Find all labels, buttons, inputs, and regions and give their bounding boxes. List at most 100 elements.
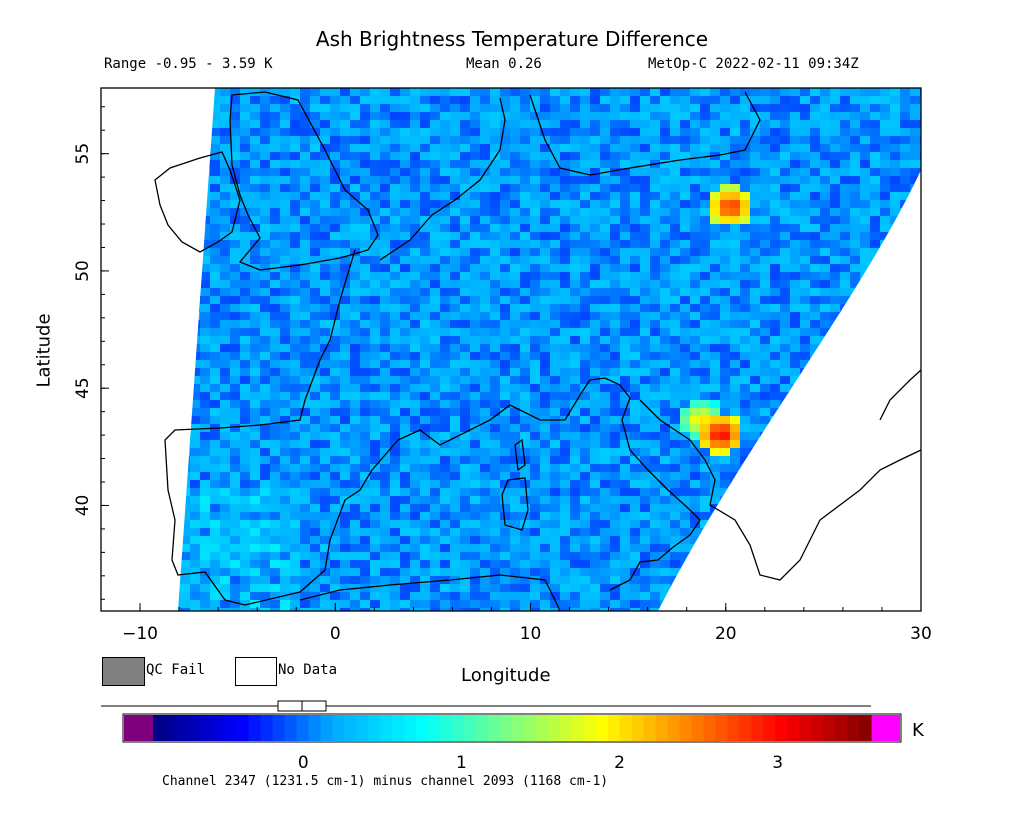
swath-pixel	[500, 352, 511, 361]
swath-pixel	[370, 112, 381, 121]
swath-pixel	[200, 112, 211, 121]
swath-pixel	[580, 528, 591, 537]
swath-pixel	[680, 264, 691, 273]
swath-pixel	[270, 296, 281, 305]
swath-pixel	[400, 320, 411, 329]
swath-pixel	[650, 384, 661, 393]
swath-pixel	[400, 520, 411, 529]
swath-pixel	[910, 560, 921, 569]
swath-pixel	[200, 264, 211, 273]
swath-pixel	[290, 400, 301, 409]
swath-pixel	[670, 352, 681, 361]
swath-pixel	[830, 472, 841, 481]
swath-pixel	[300, 272, 311, 281]
swath-pixel	[600, 280, 611, 289]
swath-pixel	[700, 352, 711, 361]
swath-pixel	[900, 480, 911, 489]
swath-pixel	[610, 296, 621, 305]
swath-pixel	[460, 608, 471, 611]
swath-pixel	[710, 208, 721, 217]
swath-pixel	[330, 504, 341, 513]
swath-pixel	[820, 136, 831, 145]
swath-pixel	[870, 296, 881, 305]
swath-pixel	[740, 464, 751, 473]
swath-pixel	[460, 328, 471, 337]
swath-pixel	[230, 120, 241, 129]
swath-pixel	[490, 272, 501, 281]
swath-pixel	[570, 520, 581, 529]
swath-pixel	[770, 136, 781, 145]
swath-pixel	[270, 144, 281, 153]
swath-pixel	[830, 496, 841, 505]
swath-pixel	[230, 160, 241, 169]
swath-pixel	[520, 584, 531, 593]
swath-pixel	[530, 128, 541, 137]
swath-pixel	[310, 512, 321, 521]
swath-pixel	[390, 352, 401, 361]
swath-pixel	[280, 480, 291, 489]
swath-pixel	[200, 600, 211, 609]
swath-pixel	[230, 128, 241, 137]
swath-pixel	[730, 584, 741, 593]
swath-pixel	[660, 472, 671, 481]
swath-pixel	[490, 240, 501, 249]
swath-pixel	[240, 152, 251, 161]
swath-pixel	[390, 432, 401, 441]
swath-pixel	[780, 416, 791, 425]
swath-pixel	[550, 592, 561, 601]
swath-pixel	[510, 384, 521, 393]
swath-pixel	[250, 568, 261, 577]
swath-pixel	[750, 248, 761, 257]
swath-pixel	[220, 360, 231, 369]
swath-pixel	[420, 112, 431, 121]
swath-pixel	[730, 264, 741, 273]
swath-pixel	[880, 128, 891, 137]
swath-pixel	[600, 352, 611, 361]
swath-pixel	[240, 408, 251, 417]
swath-pixel	[600, 240, 611, 249]
swath-pixel	[800, 360, 811, 369]
swath-pixel	[300, 384, 311, 393]
swath-pixel	[430, 520, 441, 529]
swath-pixel	[810, 496, 821, 505]
swath-pixel	[470, 224, 481, 233]
swath-pixel	[510, 136, 521, 145]
swath-pixel	[640, 448, 651, 457]
swath-pixel	[350, 280, 361, 289]
swath-pixel	[330, 248, 341, 257]
swath-pixel	[280, 440, 291, 449]
swath-pixel	[730, 160, 741, 169]
swath-pixel	[730, 512, 741, 521]
swath-pixel	[580, 448, 591, 457]
swath-pixel	[190, 96, 201, 105]
swath-pixel	[880, 192, 891, 201]
swath-pixel	[790, 96, 801, 105]
swath-pixel	[780, 432, 791, 441]
swath-pixel	[200, 320, 211, 329]
swath-pixel	[620, 520, 631, 529]
swath-pixel	[700, 448, 711, 457]
swath-pixel	[630, 176, 641, 185]
swath-pixel	[660, 376, 671, 385]
swath-pixel	[410, 136, 421, 145]
swath-pixel	[420, 160, 431, 169]
swath-pixel	[730, 544, 741, 553]
swath-pixel	[580, 472, 591, 481]
swath-pixel	[530, 584, 541, 593]
swath-pixel	[440, 416, 451, 425]
swath-pixel	[700, 184, 711, 193]
swath-pixel	[680, 184, 691, 193]
swath-pixel	[800, 440, 811, 449]
swath-pixel	[760, 424, 771, 433]
swath-pixel	[790, 360, 801, 369]
swath-pixel	[640, 88, 651, 97]
swath-pixel	[630, 568, 641, 577]
swath-pixel	[380, 368, 391, 377]
swath-pixel	[770, 512, 781, 521]
swath-pixel	[260, 144, 271, 153]
swath-pixel	[420, 584, 431, 593]
swath-pixel	[810, 368, 821, 377]
swath-pixel	[280, 320, 291, 329]
swath-pixel	[790, 208, 801, 217]
swath-pixel	[290, 528, 301, 537]
